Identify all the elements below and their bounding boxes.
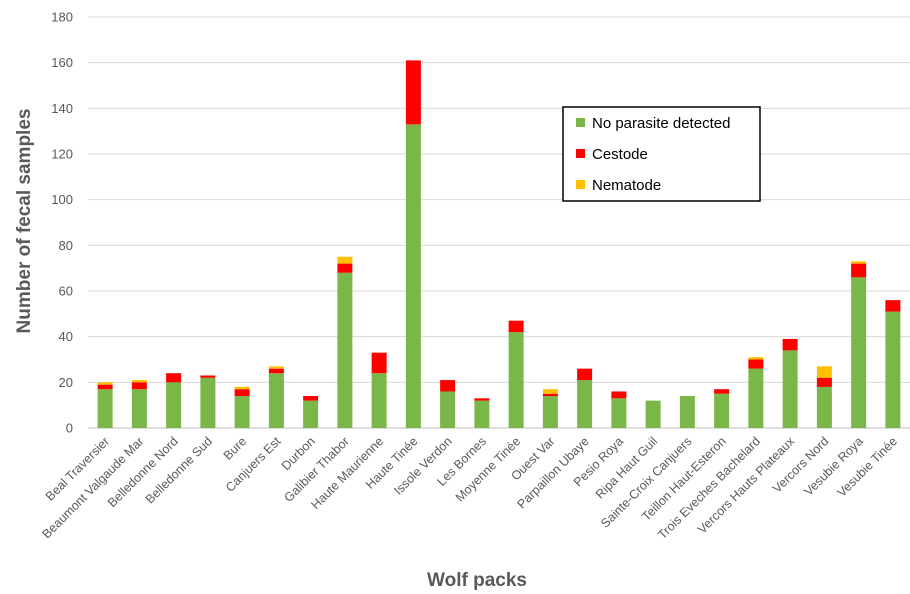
bar-segment [234, 396, 250, 428]
bar-segment [131, 382, 147, 390]
y-tick-label: 60 [59, 284, 73, 299]
bar-segment [337, 272, 353, 428]
y-tick-label: 180 [51, 10, 73, 25]
bar-segment [268, 368, 284, 374]
bar-segment [782, 350, 798, 428]
bar-segment [782, 338, 798, 351]
legend-swatch [576, 118, 585, 127]
y-tick-label: 120 [51, 147, 73, 162]
bar-segment [440, 391, 456, 428]
bar-segment [200, 375, 216, 378]
bar-segment [851, 277, 867, 428]
bar-segment [97, 382, 113, 385]
bar-segment [542, 393, 558, 397]
legend-entry: Cestode [592, 146, 648, 163]
x-tick-label: Vesubie Tinée [835, 434, 900, 499]
bar-segment [542, 396, 558, 428]
y-axis-title: Number of fecal samples [14, 109, 35, 334]
y-tick-label: 40 [59, 329, 73, 344]
bar-segment [166, 382, 182, 428]
bar-segment [816, 386, 832, 428]
bar-segment [371, 352, 387, 374]
bar-segment [885, 311, 901, 428]
bar-segment [440, 380, 456, 392]
bar-segment [748, 359, 764, 369]
bar-segment [371, 373, 387, 428]
bar-segment [748, 357, 764, 360]
bar-segment [97, 384, 113, 390]
bar-segment [337, 263, 353, 273]
bar-segment [508, 320, 524, 333]
bar-segment [577, 380, 593, 428]
y-tick-label: 140 [51, 101, 73, 116]
bar-segment [474, 400, 490, 428]
y-tick-label: 20 [59, 375, 73, 390]
bar-segment [816, 377, 832, 387]
bar-segment [303, 396, 319, 401]
bar-segment [611, 391, 627, 399]
legend-swatch [576, 180, 585, 189]
bar-segment [97, 389, 113, 428]
bar-segment [200, 377, 216, 428]
bar-segment [474, 398, 490, 401]
x-tick-label: Bure [221, 434, 250, 463]
bar-segment [405, 124, 421, 429]
bar-segment [645, 400, 661, 428]
bar-segment [234, 386, 250, 390]
bar-segment [131, 389, 147, 428]
bar-segment [268, 373, 284, 428]
bar-segment [131, 380, 147, 383]
y-tick-label: 0 [66, 421, 73, 436]
y-tick-label: 100 [51, 192, 73, 207]
bar-segment [611, 398, 627, 428]
bar-segment [268, 366, 284, 369]
bar-segment [851, 261, 867, 264]
bar-segment [337, 256, 353, 264]
legend-entry: Nematode [592, 177, 661, 194]
gridlines [88, 16, 910, 429]
legend-swatch [576, 149, 585, 158]
bar-segment [748, 368, 764, 428]
bar-segment [303, 400, 319, 428]
legend-box [562, 106, 761, 202]
bar-segment [851, 263, 867, 278]
bar-segment [714, 393, 730, 428]
bar-segment [714, 389, 730, 394]
legend-entry: No parasite detected [592, 115, 730, 132]
bar-segment [166, 373, 182, 383]
bar-segment [542, 389, 558, 394]
legend: No parasite detected Cestode Nematode [562, 106, 761, 202]
bar-segment [816, 366, 832, 378]
y-axis-ticks: 0 20 40 60 80 100 120 140 160 180 [51, 10, 73, 436]
x-axis-title: Wolf packs [427, 570, 527, 591]
y-tick-label: 80 [59, 238, 73, 253]
bar-segment [508, 332, 524, 428]
bar-segment [679, 396, 695, 428]
bar-segment [885, 300, 901, 312]
bar-segment [234, 389, 250, 397]
y-tick-label: 160 [51, 55, 73, 70]
bars [97, 60, 901, 429]
bar-segment [577, 368, 593, 381]
bar-segment [405, 60, 421, 125]
